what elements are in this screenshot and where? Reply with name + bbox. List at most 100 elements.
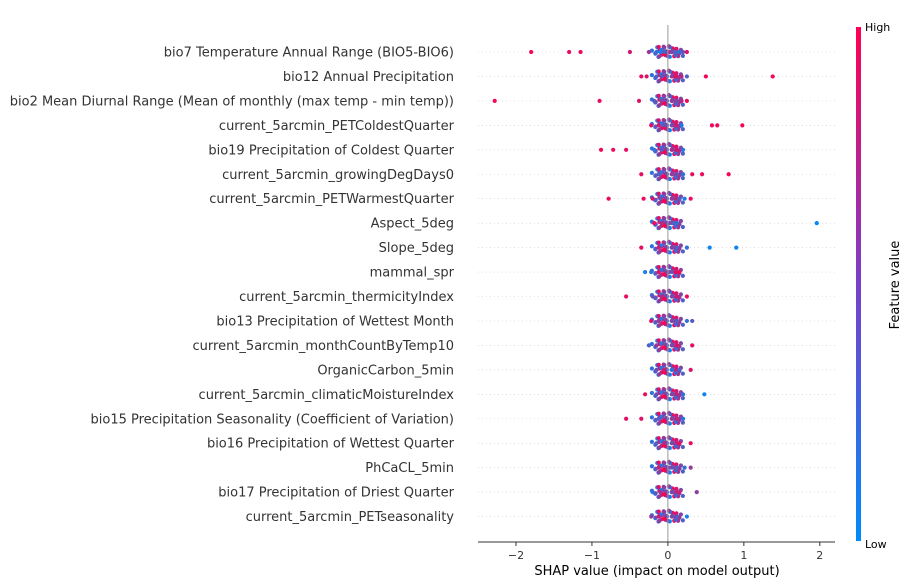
- shap-point: [673, 126, 678, 131]
- shap-point: [674, 511, 679, 516]
- feature-label: current_5arcmin_growingDegDays0: [222, 168, 454, 183]
- shap-point: [709, 123, 715, 128]
- shap-point: [684, 49, 689, 55]
- shap-point: [680, 469, 685, 474]
- shap-point: [669, 490, 674, 495]
- shap-point: [680, 347, 685, 352]
- shap-point: [657, 152, 662, 157]
- shap-point: [643, 392, 648, 397]
- shap-point: [669, 294, 674, 299]
- shap-point: [650, 490, 655, 495]
- shap-point: [669, 441, 674, 446]
- shap-point: [715, 123, 720, 128]
- shap-point: [656, 44, 661, 50]
- shap-point: [682, 465, 687, 470]
- shap-point: [657, 249, 662, 255]
- shap-point: [680, 102, 685, 107]
- shap-point: [656, 264, 661, 270]
- shap-point: [659, 74, 664, 79]
- shap-point: [814, 221, 819, 226]
- shap-point: [674, 315, 679, 320]
- shap-point: [661, 44, 666, 49]
- shap-point: [661, 174, 667, 179]
- shap-point: [659, 98, 664, 103]
- shap-point: [674, 144, 679, 149]
- shap-point: [680, 127, 685, 132]
- feature-label: bio7 Temperature Annual Range (BIO5-BIO6…: [164, 46, 454, 61]
- shap-point: [656, 318, 661, 324]
- shap-point: [680, 172, 686, 177]
- shap-point: [661, 289, 666, 294]
- shap-point: [656, 460, 661, 465]
- shap-point: [699, 172, 705, 177]
- shap-point: [669, 514, 674, 519]
- shap-point: [649, 123, 654, 128]
- shap-point: [658, 196, 663, 201]
- shap-point: [673, 49, 678, 55]
- shap-point: [673, 517, 678, 522]
- shap-point: [657, 396, 662, 401]
- shap-point: [680, 273, 685, 279]
- shap-point: [673, 175, 678, 180]
- shap-point: [669, 147, 674, 152]
- shap-point: [529, 49, 534, 55]
- shap-point: [657, 78, 662, 83]
- shap-point: [652, 98, 657, 103]
- feature-label: bio13 Precipitation of Wettest Month: [216, 314, 454, 329]
- shap-point: [673, 102, 678, 107]
- shap-point: [674, 71, 679, 76]
- shap-point: [661, 69, 666, 74]
- shap-point: [659, 341, 664, 346]
- shap-point: [674, 147, 680, 152]
- feature-label: bio19 Precipitation of Coldest Quarter: [208, 143, 454, 158]
- shap-point: [674, 318, 680, 324]
- shap-point: [690, 172, 695, 177]
- shap-point: [674, 120, 679, 125]
- shap-point: [688, 367, 693, 372]
- shap-point: [674, 291, 679, 296]
- shap-point: [661, 123, 667, 128]
- shap-point: [674, 486, 679, 491]
- shap-point: [740, 123, 745, 128]
- shap-point: [661, 367, 667, 372]
- shap-point: [677, 269, 682, 275]
- shap-point: [661, 441, 667, 446]
- shap-point: [656, 485, 661, 490]
- feature-label: OrganicCarbon_5min: [317, 363, 454, 378]
- shap-point: [669, 318, 674, 324]
- shap-point: [492, 98, 497, 103]
- shap-point: [674, 98, 680, 103]
- shap-point: [657, 274, 662, 279]
- shap-point: [669, 416, 674, 421]
- shap-point: [656, 142, 661, 147]
- shap-point: [680, 249, 685, 254]
- shap-point: [682, 196, 687, 201]
- shap-point: [656, 216, 661, 221]
- shap-point: [649, 415, 655, 420]
- shap-point: [643, 269, 648, 275]
- shap-point: [707, 245, 712, 250]
- shap-point: [674, 364, 679, 369]
- shap-point: [598, 147, 604, 152]
- shap-point: [678, 316, 683, 321]
- shap-point: [661, 247, 667, 252]
- shap-point: [646, 49, 652, 55]
- shap-point: [663, 171, 668, 176]
- shap-point: [624, 147, 629, 152]
- shap-point: [656, 191, 661, 196]
- shap-point: [678, 512, 683, 517]
- shap-point: [680, 322, 685, 327]
- shap-point: [661, 313, 666, 318]
- shap-point: [656, 465, 661, 470]
- shap-point: [654, 392, 659, 397]
- shap-point: [674, 465, 680, 470]
- shap-point: [661, 435, 666, 441]
- shap-point: [674, 46, 679, 51]
- shap-point: [684, 98, 689, 103]
- shap-point: [649, 269, 654, 275]
- shap-point: [663, 415, 668, 421]
- shap-point: [684, 294, 689, 299]
- shap-point: [649, 439, 655, 444]
- shap-point: [674, 416, 680, 421]
